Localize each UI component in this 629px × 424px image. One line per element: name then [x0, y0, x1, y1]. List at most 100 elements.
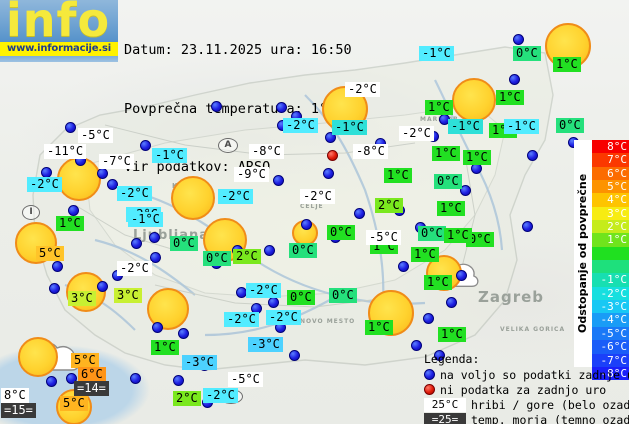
temperature-label: -2°C	[345, 82, 380, 97]
station-dot[interactable]	[49, 283, 60, 294]
legend-hills-chip: 25°C	[424, 397, 466, 412]
station-dot[interactable]	[411, 340, 422, 351]
legend-blue-text: na voljo so podatki zadnje ure	[440, 367, 629, 382]
temperature-label: -3°C	[182, 355, 217, 370]
temperature-label: -2°C	[117, 261, 152, 276]
station-dot-no-data[interactable]	[327, 150, 338, 161]
sun-icon	[171, 176, 215, 220]
temperature-label: 0°C	[556, 118, 584, 133]
station-dot[interactable]	[52, 261, 63, 272]
header-date: Datum: 23.11.2025 ura: 16:50	[124, 42, 352, 58]
temperature-label: -1°C	[448, 119, 483, 134]
temperature-label: 2°C	[375, 198, 403, 213]
station-dot[interactable]	[97, 168, 108, 179]
station-dot[interactable]	[273, 175, 284, 186]
station-dot[interactable]	[97, 281, 108, 292]
temperature-label: 2°C	[233, 249, 261, 264]
temperature-label: -2°C	[27, 177, 62, 192]
station-dot[interactable]	[522, 221, 533, 232]
station-dot[interactable]	[68, 205, 79, 216]
station-dot[interactable]	[131, 238, 142, 249]
temperature-label: 5°C	[60, 396, 88, 411]
site-logo[interactable]: info www.informacije.si	[0, 0, 118, 62]
legend-hills-text: hribi / gore (belo ozadje)	[471, 397, 629, 412]
legend-row-hills: 25°C hribi / gore (belo ozadje)	[424, 397, 629, 412]
header-average-temp: Povprečna temperatura: 1°C	[124, 100, 336, 117]
station-dot[interactable]	[325, 132, 336, 143]
station-dot[interactable]	[276, 102, 287, 113]
station-dot[interactable]	[301, 219, 312, 230]
temperature-label: 3°C	[68, 291, 96, 306]
temperature-label: 1°C	[463, 150, 491, 165]
station-dot[interactable]	[178, 328, 189, 339]
color-scale-row: -1°C	[592, 273, 629, 287]
color-scale-row: 3°C	[592, 206, 629, 221]
temperature-label: 1°C	[56, 216, 84, 231]
temperature-label: 5°C	[36, 246, 64, 261]
station-dot[interactable]	[460, 185, 471, 196]
city-label: NOVO MESTO	[300, 318, 356, 325]
color-scale-title: Odstopanje od povprečne temperature:	[574, 140, 607, 367]
legend-row-red: ni podatka za zadnjo uro	[424, 382, 624, 397]
temperature-label: 1°C	[365, 320, 393, 335]
temperature-label: 0°C	[287, 290, 315, 305]
temperature-label: -9°C	[234, 167, 269, 182]
temperature-label: 1°C	[437, 201, 465, 216]
city-label: Zagreb	[478, 288, 545, 306]
color-scale-bars: 8°C 7°C 6°C 5°C 4°C 3°C 2°C 1°C -1°C -2°C -3°C -4°C…	[592, 140, 629, 381]
temperature-label: 8°C	[1, 388, 29, 403]
color-scale-row	[592, 246, 629, 261]
station-dot[interactable]	[149, 232, 160, 243]
country-code-a: A	[218, 138, 238, 153]
temperature-label: 1°C	[151, 340, 179, 355]
red-station-dot-icon	[424, 384, 435, 395]
station-dot[interactable]	[65, 122, 76, 133]
color-scale-row: 6°C	[592, 166, 629, 181]
logo-url: www.informacije.si	[0, 42, 118, 56]
station-dot[interactable]	[211, 101, 222, 112]
temperature-label: 0°C	[329, 288, 357, 303]
temperature-label: 0°C	[466, 232, 494, 247]
legend-red-text: ni podatka za zadnjo uro	[440, 382, 607, 397]
legend-title: Legenda:	[424, 352, 480, 366]
temperature-label: 0°C	[513, 46, 541, 61]
station-dot[interactable]	[150, 252, 161, 263]
station-dot[interactable]	[354, 208, 365, 219]
legend-row-sea: =25= temp. morja (temno ozadje)	[424, 412, 629, 424]
station-dot[interactable]	[323, 168, 334, 179]
station-dot[interactable]	[66, 373, 77, 384]
station-dot[interactable]	[398, 261, 409, 272]
station-dot[interactable]	[423, 313, 434, 324]
station-dot[interactable]	[46, 376, 57, 387]
station-dot[interactable]	[264, 245, 275, 256]
temperature-label: 3°C	[114, 288, 142, 303]
station-dot[interactable]	[509, 74, 520, 85]
station-dot[interactable]	[289, 350, 300, 361]
station-dot[interactable]	[527, 150, 538, 161]
station-dot[interactable]	[434, 350, 445, 361]
station-dot[interactable]	[268, 297, 279, 308]
sun-icon	[452, 78, 496, 122]
temperature-label: -1°C	[152, 148, 187, 163]
station-dot[interactable]	[140, 140, 151, 151]
temperature-label: -5°C	[228, 372, 263, 387]
station-dot[interactable]	[456, 270, 467, 281]
temperature-label: 1°C	[425, 100, 453, 115]
color-scale-row: -5°C	[592, 326, 629, 341]
station-dot[interactable]	[152, 322, 163, 333]
color-scale-row: 8°C	[592, 140, 629, 154]
legend-row-blue: na voljo so podatki zadnje ure	[424, 367, 629, 382]
station-dot[interactable]	[513, 34, 524, 45]
station-dot[interactable]	[173, 375, 184, 386]
temperature-label: -1°C	[128, 212, 163, 227]
station-dot[interactable]	[107, 179, 118, 190]
color-scale-row: 7°C	[592, 153, 629, 167]
station-dot[interactable]	[446, 297, 457, 308]
color-scale-row: 1°C	[592, 233, 629, 247]
temperature-label: -11°C	[44, 144, 87, 159]
temperature-label: -2°C	[117, 186, 152, 201]
color-scale-row: 4°C	[592, 193, 629, 207]
station-dot[interactable]	[130, 373, 141, 384]
city-label: MARIBOR	[420, 116, 459, 123]
